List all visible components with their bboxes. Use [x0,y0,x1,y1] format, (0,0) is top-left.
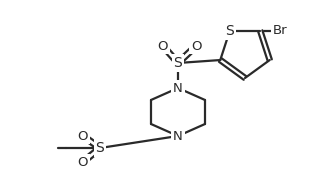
Text: N: N [173,130,183,142]
Text: O: O [191,40,201,53]
Text: O: O [78,155,88,169]
Text: S: S [96,141,104,155]
Text: S: S [225,24,234,38]
Text: N: N [173,82,183,94]
Text: Br: Br [273,24,288,37]
Text: O: O [158,40,168,53]
Text: O: O [78,130,88,142]
Text: S: S [174,56,182,70]
